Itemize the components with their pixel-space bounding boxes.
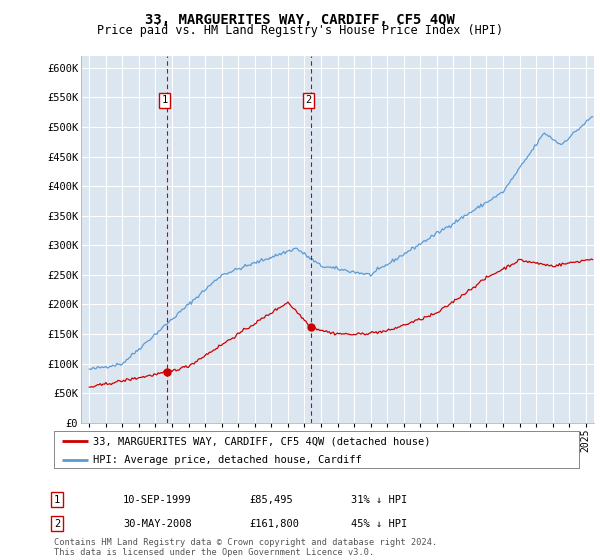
Text: HPI: Average price, detached house, Cardiff: HPI: Average price, detached house, Card… xyxy=(94,455,362,465)
Text: 31% ↓ HPI: 31% ↓ HPI xyxy=(351,494,407,505)
Text: 2: 2 xyxy=(305,95,311,105)
Text: £85,495: £85,495 xyxy=(249,494,293,505)
Text: 2: 2 xyxy=(54,519,60,529)
Text: 33, MARGUERITES WAY, CARDIFF, CF5 4QW: 33, MARGUERITES WAY, CARDIFF, CF5 4QW xyxy=(145,13,455,27)
Text: £161,800: £161,800 xyxy=(249,519,299,529)
Text: 30-MAY-2008: 30-MAY-2008 xyxy=(123,519,192,529)
Text: 10-SEP-1999: 10-SEP-1999 xyxy=(123,494,192,505)
Text: 33, MARGUERITES WAY, CARDIFF, CF5 4QW (detached house): 33, MARGUERITES WAY, CARDIFF, CF5 4QW (d… xyxy=(94,436,431,446)
Text: 1: 1 xyxy=(161,95,167,105)
Text: Price paid vs. HM Land Registry's House Price Index (HPI): Price paid vs. HM Land Registry's House … xyxy=(97,24,503,36)
Text: 45% ↓ HPI: 45% ↓ HPI xyxy=(351,519,407,529)
Text: Contains HM Land Registry data © Crown copyright and database right 2024.
This d: Contains HM Land Registry data © Crown c… xyxy=(54,538,437,557)
Text: 1: 1 xyxy=(54,494,60,505)
